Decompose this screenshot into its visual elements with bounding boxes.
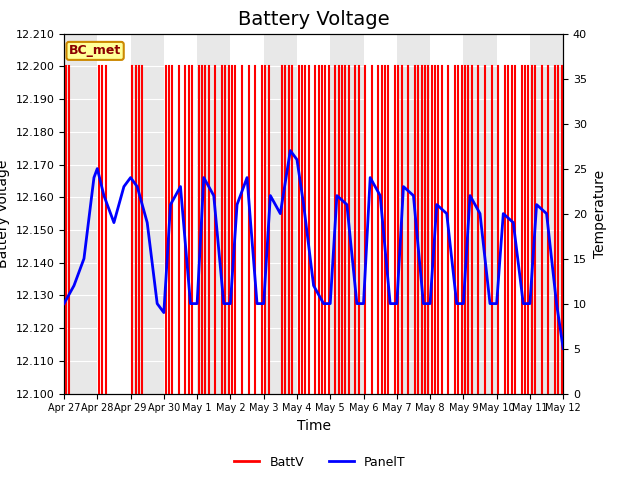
Text: BC_met: BC_met <box>69 44 121 58</box>
Bar <box>430 34 463 394</box>
Title: Battery Voltage: Battery Voltage <box>238 10 389 29</box>
Bar <box>364 34 397 394</box>
Y-axis label: Battery Voltage: Battery Voltage <box>0 159 10 268</box>
Legend: BattV, PanelT: BattV, PanelT <box>229 451 411 474</box>
Y-axis label: Temperature: Temperature <box>593 169 607 258</box>
Bar <box>563 34 596 394</box>
Bar <box>164 34 197 394</box>
Bar <box>463 34 497 394</box>
Bar <box>297 34 330 394</box>
Bar <box>264 34 297 394</box>
Bar <box>197 34 230 394</box>
Bar <box>530 34 563 394</box>
Bar <box>64 34 97 394</box>
Bar <box>330 34 364 394</box>
Bar <box>97 34 131 394</box>
Bar <box>397 34 430 394</box>
Bar <box>230 34 264 394</box>
Bar <box>131 34 164 394</box>
Bar <box>497 34 530 394</box>
X-axis label: Time: Time <box>296 419 331 433</box>
